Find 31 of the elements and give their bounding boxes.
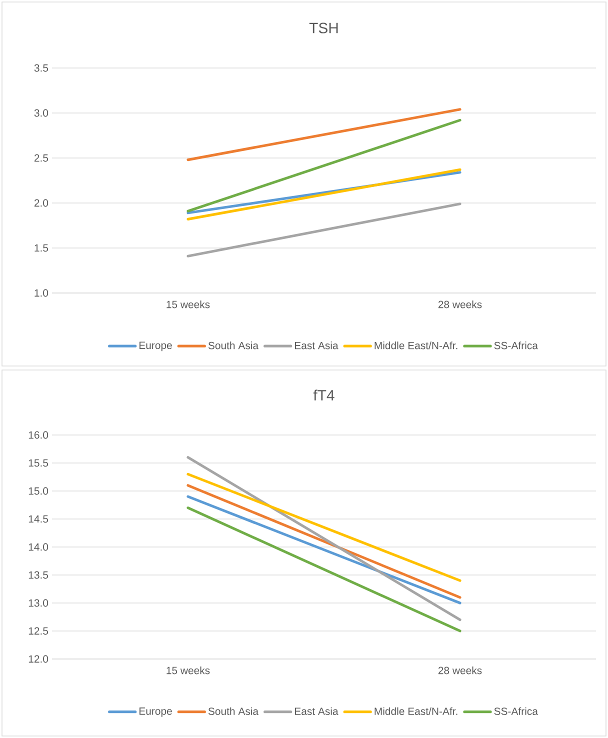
- y-tick-label: 1.5: [34, 244, 48, 252]
- y-tick-label: 3.5: [34, 64, 48, 72]
- x-tick-label: 28 weeks: [438, 300, 482, 308]
- legend-label: SS-Africa: [494, 342, 538, 350]
- legend-label: Middle East/N-Afr.: [374, 707, 458, 716]
- y-tick-label: 14.0: [28, 543, 48, 551]
- y-tick-label: 15.5: [28, 459, 48, 467]
- legend-label: SS-Africa: [494, 707, 538, 716]
- legend-label: East Asia: [294, 707, 338, 716]
- y-tick-label: 1.0: [34, 289, 48, 297]
- y-tick-label: 13.0: [28, 599, 48, 607]
- y-tick-label: 12.0: [28, 655, 48, 663]
- y-tick-label: 3.0: [34, 109, 48, 117]
- legend-label: East Asia: [294, 342, 338, 350]
- x-tick-label: 15 weeks: [166, 300, 210, 308]
- legend-label: Europe: [139, 708, 172, 717]
- legend-label: South Asia: [208, 342, 259, 350]
- chart-title: TSH: [309, 22, 338, 34]
- legend-label: Middle East/N-Afr.: [374, 342, 458, 350]
- legend-label: Europe: [139, 342, 172, 352]
- y-tick-label: 16.0: [28, 431, 48, 439]
- y-tick-label: 2.5: [34, 154, 48, 162]
- y-tick-label: 14.5: [28, 515, 48, 523]
- x-tick-label: 15 weeks: [166, 666, 210, 674]
- y-tick-label: 13.5: [28, 571, 48, 579]
- y-tick-label: 15.0: [28, 487, 48, 495]
- legend-label: South Asia: [208, 707, 259, 716]
- chart-title: fT4: [313, 390, 334, 400]
- x-tick-label: 28 weeks: [438, 666, 482, 674]
- y-tick-label: 12.5: [28, 627, 48, 635]
- y-tick-label: 2.0: [34, 199, 48, 207]
